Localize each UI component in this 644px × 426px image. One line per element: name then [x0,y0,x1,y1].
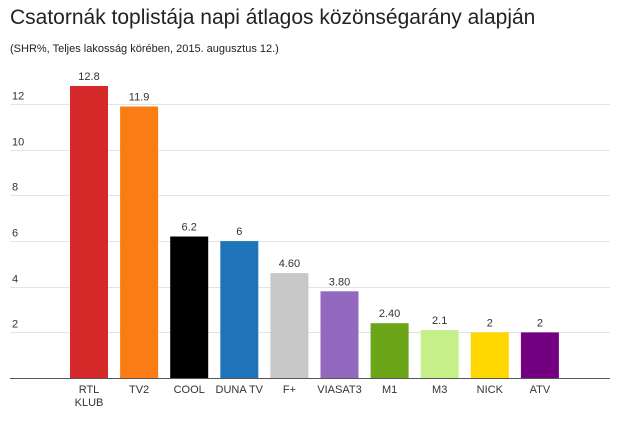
y-tick-label: 2 [12,319,18,331]
x-tick-label: NICK [477,384,504,396]
chart-subtitle: (SHR%, Teljes lakosság körében, 2015. au… [10,43,279,55]
bar [470,332,509,378]
x-tick-label: ATV [530,384,551,396]
y-tick-label: 12 [12,91,24,103]
x-tick-label: TV2 [129,384,149,396]
chart-title: Csatornák toplistája napi átlagos közöns… [10,6,536,29]
bar-value-label: 2 [487,317,493,329]
bar [170,236,209,378]
bar [270,273,309,378]
y-tick-label: 6 [12,228,18,240]
x-tick-label: RTL KLUB [75,384,104,409]
x-axis-labels: RTL KLUB TV2 COOL DUNA TV F+ VIASAT3 M1 M3 NICK AT… [75,384,551,409]
bar-value-label: 2.1 [432,315,447,327]
gridlines [10,104,610,333]
x-tick-label: DUNA TV [216,384,264,396]
bar [420,330,459,378]
y-tick-label: 8 [12,182,18,194]
bar [370,323,409,378]
x-tick-label: VIASAT3 [317,384,361,396]
bar [120,106,159,378]
bar [70,86,108,378]
bar-value-label: 2 [537,317,543,329]
bar [320,291,359,378]
bar-value-label: 6.2 [182,222,197,234]
x-tick-label: M3 [432,384,447,396]
y-tick-label: 4 [12,274,18,286]
bar-value-label: 4.60 [279,258,300,270]
bar-value-label: 2.40 [379,308,400,320]
value-labels: 12.8 11.9 6.2 6 4.60 3.80 2.40 2.1 2 2 [78,71,543,329]
bar-value-label: 12.8 [78,71,99,83]
bar [520,332,559,378]
y-axis-labels: 2 4 6 8 10 12 [12,91,24,331]
bar-value-label: 11.9 [129,92,150,104]
x-tick-label: COOL [174,384,205,396]
bar-value-label: 6 [236,226,242,238]
x-tick-label: F+ [283,384,296,396]
y-tick-label: 10 [12,137,24,149]
bars [70,86,559,378]
x-tick-label: M1 [382,384,397,396]
bar-value-label: 3.80 [329,276,350,288]
bar [220,241,259,378]
